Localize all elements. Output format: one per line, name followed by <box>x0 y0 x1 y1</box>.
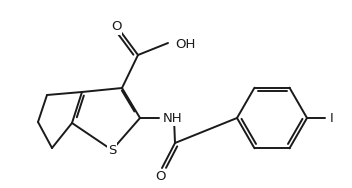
Text: O: O <box>111 20 121 33</box>
Text: S: S <box>108 145 116 158</box>
Text: OH: OH <box>175 37 195 51</box>
Text: O: O <box>155 170 165 183</box>
Text: I: I <box>330 111 334 124</box>
Text: NH: NH <box>163 111 183 124</box>
